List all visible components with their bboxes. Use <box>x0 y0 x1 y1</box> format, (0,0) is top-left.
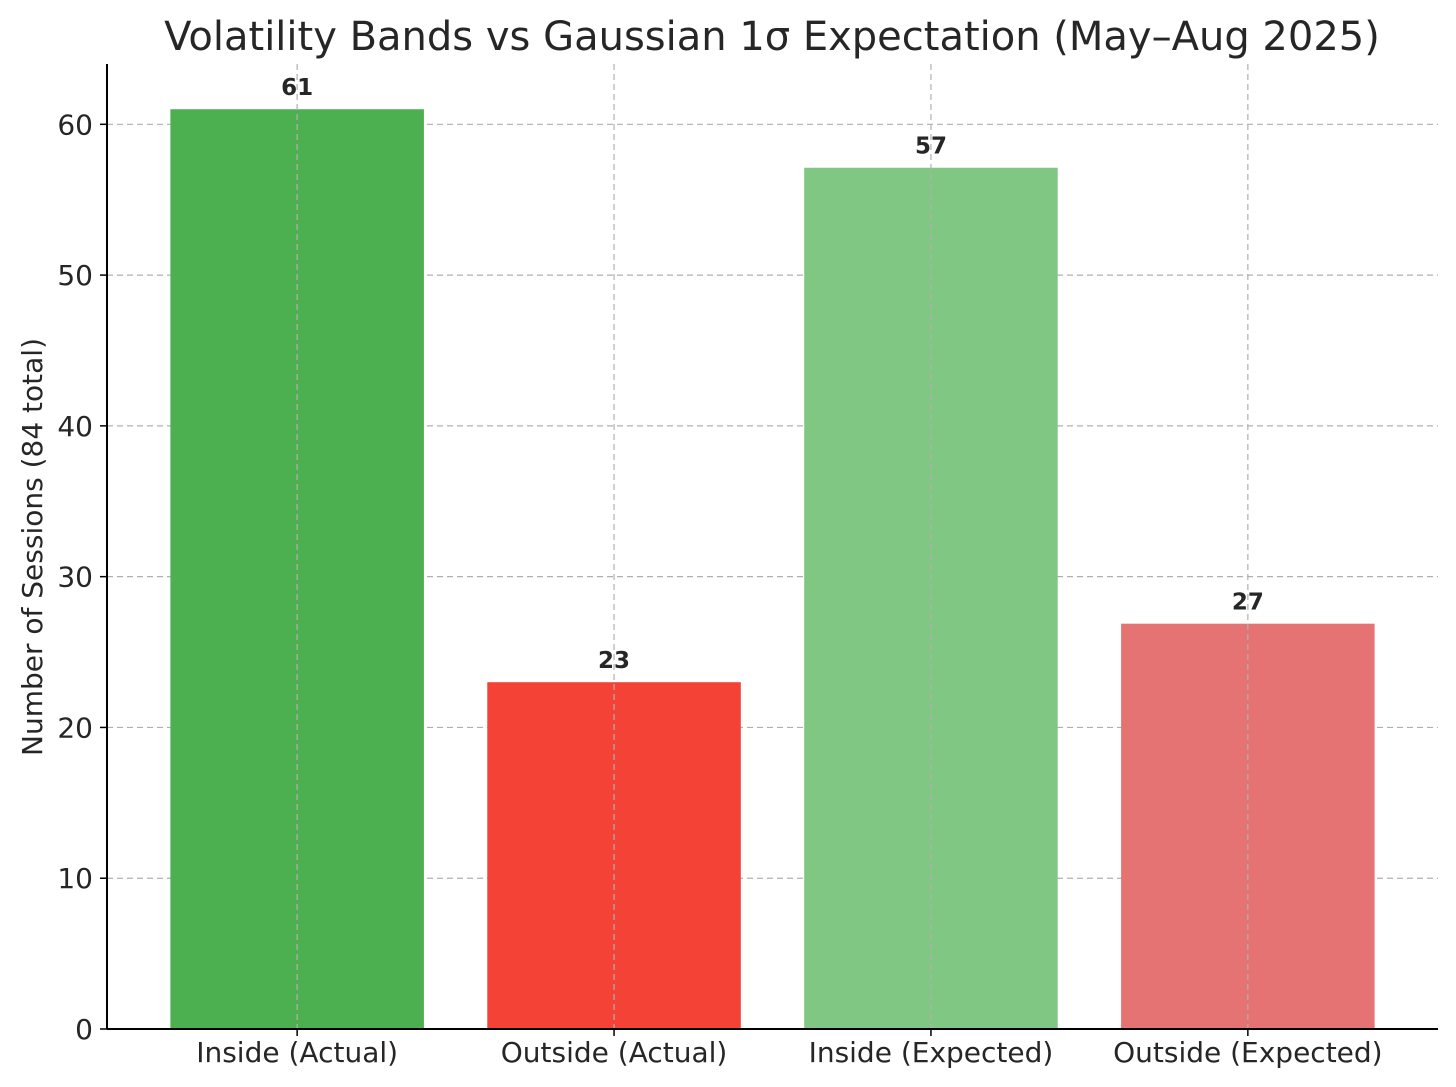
data-label: 27 <box>1232 590 1264 616</box>
y-tick-label: 60 <box>57 108 93 141</box>
chart-title: Volatility Bands vs Gaussian 1σ Expectat… <box>164 14 1380 60</box>
x-tick-label: Outside (Actual) <box>501 1036 728 1069</box>
axes: 0 10 20 30 40 50 60 Inside (Actual) Outside (Act… <box>57 64 1438 1069</box>
x-tick-label: Outside (Expected) <box>1113 1036 1383 1069</box>
x-tick-label: Inside (Actual) <box>196 1036 398 1069</box>
y-tick-label: 30 <box>57 561 93 594</box>
y-tick-label: 20 <box>57 711 93 744</box>
data-label: 57 <box>915 134 947 160</box>
vertical-grid-lines <box>296 64 1249 1029</box>
data-label: 61 <box>281 75 313 101</box>
data-label: 23 <box>598 648 630 674</box>
bars <box>170 109 1375 1030</box>
y-tick-label: 50 <box>57 259 93 292</box>
y-axis-label: Number of Sessions (84 total) <box>16 338 49 756</box>
data-labels: 61 23 57 27 <box>281 75 1264 674</box>
x-tick-label: Inside (Expected) <box>809 1036 1054 1069</box>
y-tick-label: 0 <box>75 1013 93 1046</box>
y-tick-label: 40 <box>57 410 93 443</box>
y-tick-label: 10 <box>57 862 93 895</box>
